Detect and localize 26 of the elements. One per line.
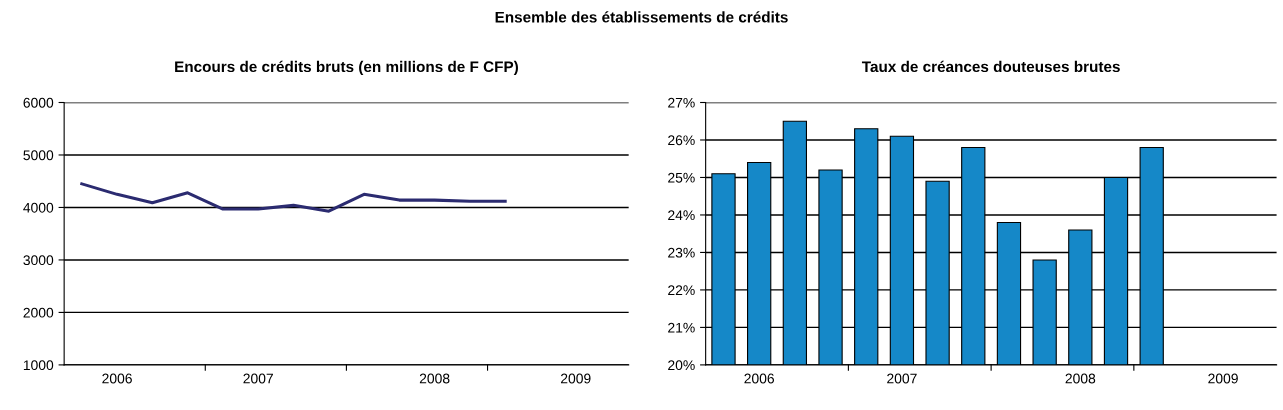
x-tick-label: 2009 — [1208, 373, 1238, 384]
y-tick-label: 27% — [668, 97, 695, 108]
x-tick-label: 2009 — [561, 373, 591, 384]
y-tick-label: 26% — [668, 135, 695, 146]
x-tick-label: 2008 — [419, 373, 450, 384]
y-tick-label: 21% — [668, 322, 695, 333]
y-tick-label: 3000 — [23, 255, 54, 266]
y-tick-label: 20% — [668, 360, 695, 371]
x-tick-label: 2008 — [1065, 373, 1096, 384]
chart-title: Encours de crédits bruts (en millions de F CFP) — [175, 60, 518, 76]
x-tick-label: 2006 — [744, 373, 775, 384]
x-tick-label: 2007 — [887, 373, 917, 384]
y-tick-label: 2000 — [23, 307, 54, 318]
y-tick-label: 1000 — [23, 360, 54, 371]
chart-title: Taux de créances douteuses brutes — [861, 60, 1120, 73]
x-tick-label: 2006 — [102, 373, 132, 384]
y-tick-label: 4000 — [23, 202, 54, 213]
y-tick-label: 24% — [668, 210, 695, 221]
y-tick-label: 6000 — [23, 97, 54, 108]
text: Ensemble des établissements de crédits — [495, 11, 788, 23]
y-tick-label: 25% — [668, 172, 695, 183]
y-tick-label: 5000 — [23, 150, 54, 161]
y-tick-label: 23% — [668, 247, 695, 258]
line-series — [80, 182, 507, 213]
x-tick-label: 2007 — [243, 373, 273, 384]
y-tick-label: 22% — [668, 285, 695, 296]
